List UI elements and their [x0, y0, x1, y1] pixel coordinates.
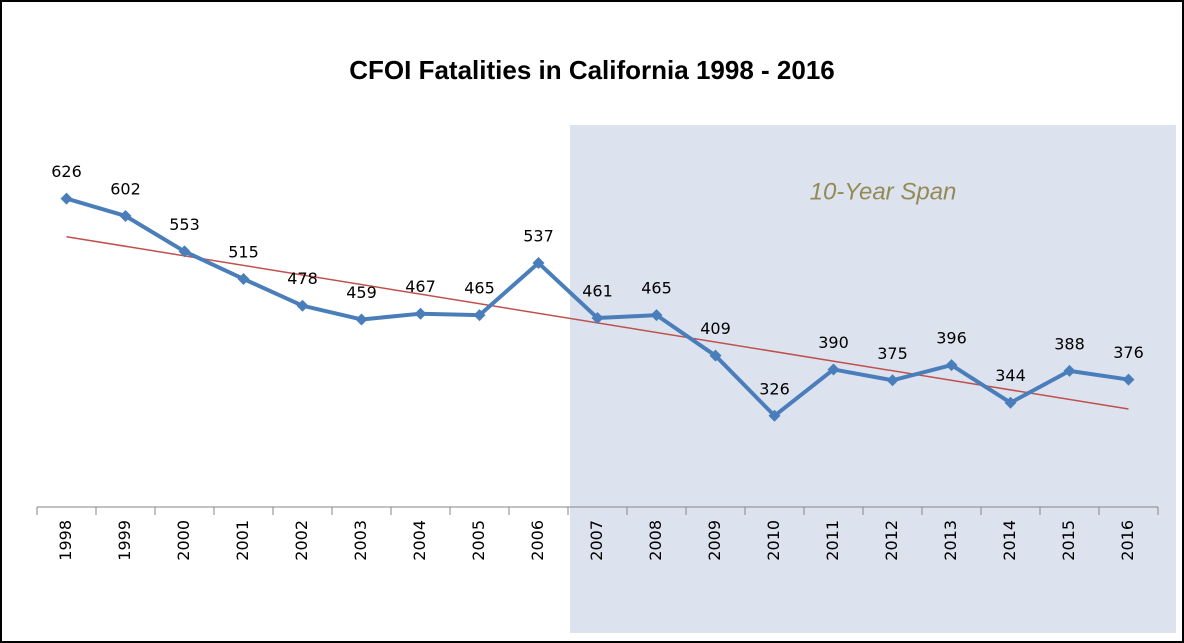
- chart-title: CFOI Fatalities in California 1998 - 201…: [349, 55, 835, 85]
- data-label: 396: [936, 329, 967, 348]
- x-tick-label: 2001: [233, 520, 252, 561]
- marker: [945, 359, 958, 372]
- marker: [60, 192, 73, 205]
- marker: [473, 309, 486, 322]
- data-label: 344: [995, 366, 1026, 385]
- marker: [1063, 364, 1076, 377]
- marker: [827, 363, 840, 376]
- marker: [355, 313, 368, 326]
- data-label: 478: [287, 269, 318, 288]
- highlight-label: 10-Year Span: [810, 178, 957, 205]
- data-label: 467: [405, 277, 436, 296]
- data-label: 376: [1113, 343, 1144, 362]
- marker: [178, 245, 191, 258]
- x-tick-label: 2003: [351, 520, 370, 561]
- x-tick-label: 2016: [1118, 520, 1137, 561]
- x-tick-label: 1998: [56, 520, 75, 561]
- data-label: 553: [169, 215, 200, 234]
- data-label: 515: [228, 242, 259, 261]
- data-label: 390: [818, 333, 849, 352]
- highlight-region: [570, 125, 1176, 633]
- data-label: 537: [523, 227, 554, 246]
- x-tick-label: 2006: [528, 520, 547, 561]
- marker: [1004, 396, 1017, 409]
- data-label: 626: [51, 162, 82, 181]
- data-label: 461: [582, 282, 613, 301]
- marker: [296, 299, 309, 312]
- data-label: 465: [464, 279, 495, 298]
- marker: [1122, 373, 1135, 386]
- data-label: 465: [641, 279, 672, 298]
- x-tick-label: 2011: [823, 520, 842, 561]
- data-label: 375: [877, 344, 908, 363]
- x-tick-label: 2013: [941, 520, 960, 561]
- marker: [709, 349, 722, 362]
- data-label: 602: [110, 179, 141, 198]
- data-label: 326: [759, 379, 790, 398]
- x-tick-label: 2010: [764, 520, 783, 561]
- x-tick-label: 1999: [115, 520, 134, 561]
- x-tick-label: 2008: [646, 520, 665, 561]
- marker: [414, 307, 427, 320]
- marker: [119, 209, 132, 222]
- x-tick-label: 2014: [1000, 520, 1019, 561]
- x-tick-label: 2002: [292, 520, 311, 561]
- data-label: 459: [346, 283, 377, 302]
- data-label: 409: [700, 319, 731, 338]
- x-tick-label: 2007: [587, 520, 606, 561]
- x-tick-label: 2004: [410, 520, 429, 561]
- x-tick-label: 2005: [469, 520, 488, 561]
- x-tick-label: 2012: [882, 520, 901, 561]
- marker: [768, 409, 781, 422]
- marker: [591, 312, 604, 325]
- marker: [886, 374, 899, 387]
- x-tick-label: 2000: [174, 520, 193, 561]
- x-tick-label: 2015: [1059, 520, 1078, 561]
- marker: [237, 272, 250, 285]
- marker: [532, 257, 545, 270]
- x-tick-label: 2009: [705, 520, 724, 561]
- marker: [650, 309, 663, 322]
- data-label: 388: [1054, 334, 1085, 353]
